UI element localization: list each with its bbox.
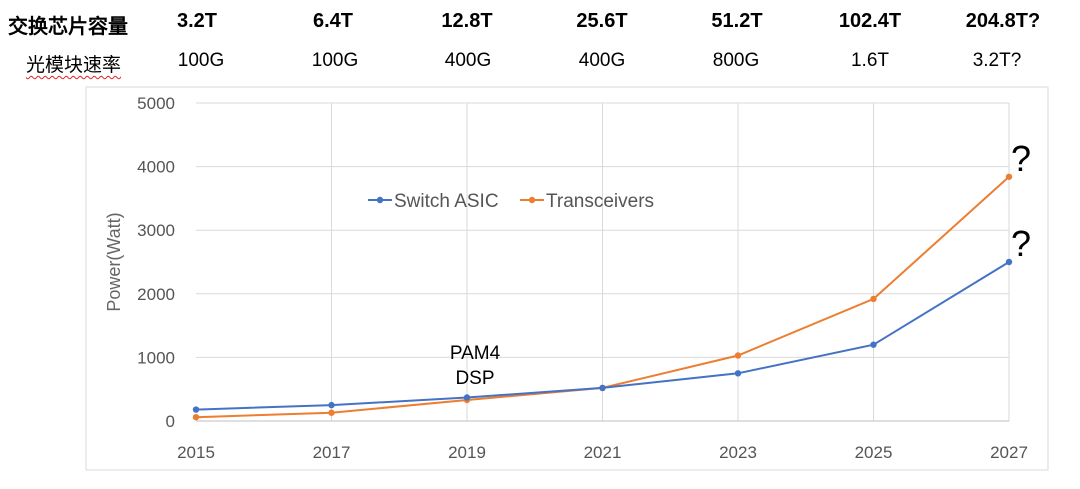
question-mark: ?: [1011, 138, 1031, 179]
chip-capacity-value: 25.6T: [576, 10, 628, 32]
y-axis-label: Power(Watt): [104, 212, 124, 311]
chip-capacity-value: 204.8T?: [965, 10, 1041, 32]
y-tick-label: 5000: [137, 94, 175, 113]
x-tick-label: 2015: [177, 443, 215, 462]
y-tick-label: 4000: [137, 158, 175, 177]
x-axis: 2015 2017 2019 2021 2023 2025 2027: [177, 443, 1028, 462]
grid: [196, 102, 1010, 422]
module-rate-value: 100G: [177, 50, 225, 71]
annotation-text: PAM4: [450, 343, 501, 364]
switch-asic-point: [192, 406, 200, 413]
x-tick-label: 2025: [855, 443, 893, 462]
y-tick-label: 1000: [137, 348, 175, 367]
module-rate-value: 1.6T: [850, 50, 890, 71]
transceivers-point: [1005, 173, 1013, 180]
y-tick-label: 2000: [137, 285, 175, 304]
x-tick-label: 2023: [719, 443, 757, 462]
module-rate-label: 光模块速率: [26, 55, 122, 76]
transceivers-point: [192, 413, 200, 421]
module-rate-value: 3.2T?: [972, 50, 1022, 71]
chart-border: [85, 86, 1049, 471]
module-rate-value: 400G: [444, 50, 492, 71]
switch-asic-point: [734, 370, 742, 377]
x-tick-label: 2027: [990, 443, 1028, 462]
chip-capacity-row: 交换芯片容量 3.2T 6.4T 12.8T 25.6T 51.2T 102.4…: [0, 10, 1080, 40]
annotations: PAM4 DSP??: [450, 138, 1031, 389]
y-tick-label: 3000: [137, 221, 175, 240]
transceivers-point: [734, 352, 742, 359]
legend-label-switch-asic: Switch ASIC: [394, 191, 499, 212]
chip-capacity-value: 6.4T: [312, 10, 354, 32]
switch-asic-point: [328, 401, 335, 409]
x-tick-label: 2019: [448, 443, 486, 462]
module-rate-row: 光模块速率 100G 100G 400G 400G 800G 1.6T 3.2T…: [0, 50, 1080, 80]
y-tick-label: 0: [166, 412, 175, 431]
y-axis: 0 1000 2000 3000 4000 5000: [137, 94, 175, 431]
question-mark: ?: [1011, 223, 1031, 264]
x-tick-label: 2017: [313, 443, 351, 462]
chip-capacity-value: 51.2T: [711, 10, 763, 32]
chip-capacity-label: 交换芯片容量: [8, 16, 128, 38]
switch-asic-point: [870, 341, 877, 348]
switch-asic-point: [463, 394, 471, 401]
module-rate-value: 400G: [578, 50, 626, 71]
module-rate-value: 100G: [311, 50, 359, 71]
legend-marker-switch-asic: [376, 196, 384, 204]
module-rate-value: 800G: [712, 50, 760, 71]
chip-capacity-value: 12.8T: [441, 10, 493, 32]
legend-marker-transceivers: [528, 196, 536, 204]
annotation-text: DSP: [455, 368, 494, 389]
switch-asic-point: [599, 384, 606, 392]
legend-label-transceivers: Transceivers: [546, 191, 654, 212]
legend: Switch ASIC Transceivers: [368, 191, 654, 212]
transceivers-point: [870, 295, 877, 303]
chip-capacity-value: 102.4T: [838, 10, 902, 32]
transceivers-point: [328, 409, 335, 416]
switch-asic-point: [1005, 258, 1013, 266]
series-group: [192, 173, 1013, 421]
chip-capacity-value: 3.2T: [176, 10, 218, 32]
x-tick-label: 2021: [584, 443, 622, 462]
